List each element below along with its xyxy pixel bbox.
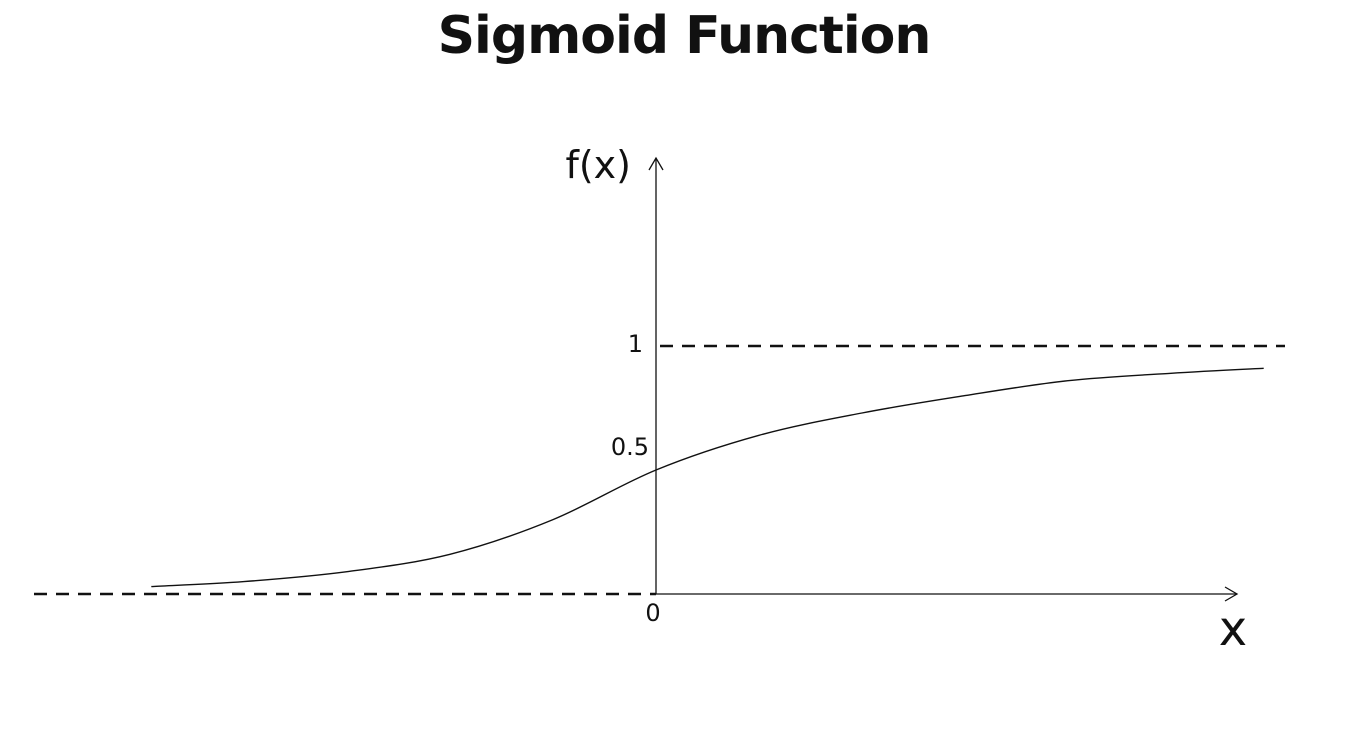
sigmoid-curve [151, 367, 1264, 588]
y-tick-label-1: 1 [628, 330, 643, 358]
y-axis-arrowhead [648, 156, 664, 171]
y-tick-label-0-5: 0.5 [611, 433, 649, 461]
origin-label: 0 [645, 599, 660, 627]
x-axis-arrowhead [1224, 586, 1239, 602]
chart-title: Sigmoid Function [437, 6, 932, 66]
x-axis-label: x [1219, 601, 1247, 657]
y-axis-label: f(x) [565, 143, 631, 187]
